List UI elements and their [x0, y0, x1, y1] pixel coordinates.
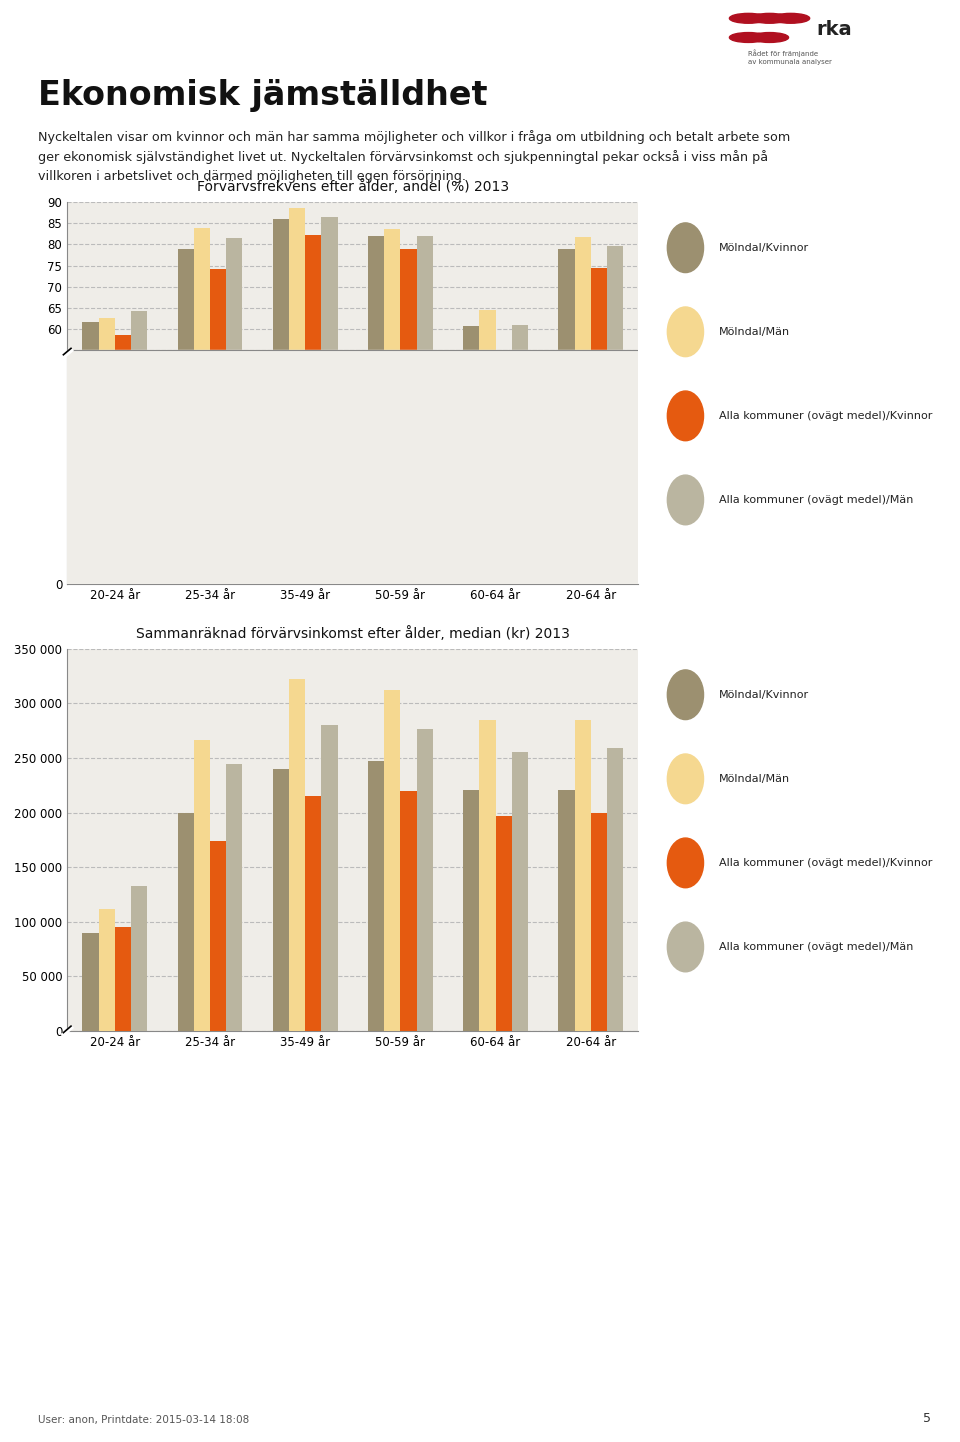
- Bar: [227, 764, 242, 1031]
- Circle shape: [751, 13, 788, 23]
- Bar: [384, 229, 400, 584]
- Text: User: anon, Printdate: 2015-03-14 18:08: User: anon, Printdate: 2015-03-14 18:08: [38, 1415, 250, 1425]
- Bar: [417, 236, 433, 584]
- Text: Alla kommuner (ovägt medel)/Kvinnor: Alla kommuner (ovägt medel)/Kvinnor: [719, 411, 932, 421]
- Bar: [575, 720, 590, 1031]
- Title: Sammanräknad förvärvsinkomst efter ålder, median (kr) 2013: Sammanräknad förvärvsinkomst efter ålder…: [136, 626, 569, 640]
- Bar: [99, 317, 115, 584]
- Bar: [590, 813, 607, 1031]
- Text: av kommunala analyser: av kommunala analyser: [749, 59, 832, 65]
- Bar: [131, 311, 147, 584]
- Bar: [322, 725, 338, 1031]
- Text: ger ekonomisk självständighet livet ut. Nyckeltalen förvärvsinkomst och sjukpenn: ger ekonomisk självständighet livet ut. …: [38, 150, 769, 164]
- Bar: [227, 238, 242, 584]
- Bar: [417, 728, 433, 1031]
- Bar: [464, 326, 479, 584]
- Bar: [559, 790, 575, 1031]
- Text: Alla kommuner (ovägt medel)/Män: Alla kommuner (ovägt medel)/Män: [719, 942, 913, 952]
- Bar: [322, 216, 338, 584]
- Text: Nyckeltalen visar om kvinnor och män har samma möjligheter och villkor i fråga o: Nyckeltalen visar om kvinnor och män har…: [38, 130, 791, 144]
- Bar: [400, 790, 417, 1031]
- Bar: [83, 933, 99, 1031]
- Text: rka: rka: [816, 20, 852, 39]
- Text: Mölndal/Kvinnor: Mölndal/Kvinnor: [719, 689, 809, 699]
- Bar: [368, 236, 384, 584]
- Bar: [495, 816, 512, 1031]
- Bar: [400, 248, 417, 584]
- Circle shape: [730, 13, 767, 23]
- Bar: [67, 350, 638, 584]
- Bar: [194, 740, 210, 1031]
- Circle shape: [730, 33, 767, 42]
- Text: Ekonomisk jämställdhet: Ekonomisk jämställdhet: [38, 79, 488, 112]
- Bar: [99, 908, 115, 1031]
- Circle shape: [667, 754, 704, 803]
- Bar: [495, 353, 512, 584]
- Text: villkoren i arbetslivet och därmed möjligheten till egen försörjning.: villkoren i arbetslivet och därmed möjli…: [38, 170, 467, 183]
- Text: Alla kommuner (ovägt medel)/Kvinnor: Alla kommuner (ovägt medel)/Kvinnor: [719, 858, 932, 868]
- Text: Rådet för främjande: Rådet för främjande: [749, 49, 819, 56]
- Circle shape: [751, 33, 788, 42]
- Bar: [194, 228, 210, 584]
- Bar: [210, 841, 227, 1031]
- Bar: [115, 335, 131, 584]
- Bar: [289, 208, 305, 584]
- Bar: [607, 748, 623, 1031]
- Circle shape: [667, 838, 704, 888]
- Bar: [178, 248, 194, 584]
- Circle shape: [667, 671, 704, 720]
- Circle shape: [772, 13, 809, 23]
- Circle shape: [667, 391, 704, 441]
- Title: Förvärvsfrekvens efter ålder, andel (%) 2013: Förvärvsfrekvens efter ålder, andel (%) …: [197, 179, 509, 193]
- Bar: [559, 248, 575, 584]
- Bar: [273, 219, 289, 584]
- Bar: [210, 268, 227, 584]
- Text: Mölndal/Män: Mölndal/Män: [719, 774, 790, 784]
- Bar: [590, 268, 607, 584]
- Bar: [479, 310, 495, 584]
- Text: Alla kommuner (ovägt medel)/Män: Alla kommuner (ovägt medel)/Män: [719, 495, 913, 505]
- Bar: [512, 751, 528, 1031]
- Text: 5: 5: [924, 1412, 931, 1425]
- Bar: [273, 769, 289, 1031]
- Circle shape: [667, 224, 704, 273]
- Bar: [607, 245, 623, 584]
- Bar: [575, 236, 590, 584]
- Bar: [464, 790, 479, 1031]
- Circle shape: [667, 307, 704, 356]
- Bar: [289, 679, 305, 1031]
- Text: Mölndal/Kvinnor: Mölndal/Kvinnor: [719, 242, 809, 252]
- Bar: [512, 324, 528, 584]
- Bar: [305, 235, 322, 584]
- Bar: [83, 322, 99, 584]
- Text: Mölndal/Män: Mölndal/Män: [719, 327, 790, 337]
- Bar: [178, 813, 194, 1031]
- Circle shape: [667, 474, 704, 525]
- Bar: [131, 885, 147, 1031]
- Bar: [368, 761, 384, 1031]
- Bar: [305, 796, 322, 1031]
- Circle shape: [667, 921, 704, 972]
- Bar: [479, 720, 495, 1031]
- Bar: [384, 691, 400, 1031]
- Bar: [115, 927, 131, 1031]
